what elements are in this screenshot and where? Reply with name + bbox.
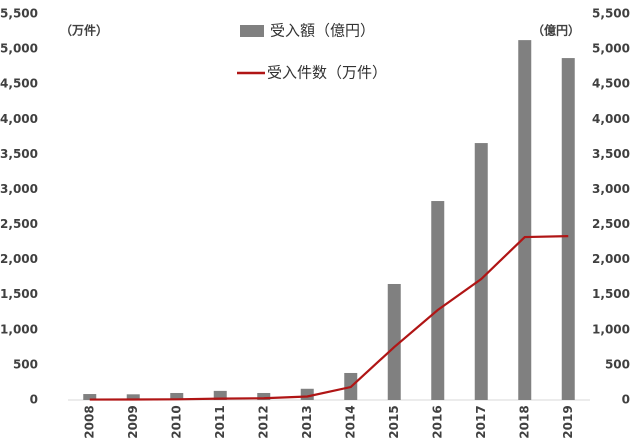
line bbox=[89, 235, 569, 401]
x-tick-label: 2016 bbox=[430, 405, 444, 438]
y2-tick-label: 3,000 bbox=[592, 182, 630, 196]
legend-label: 受入件数（万件） bbox=[267, 64, 387, 82]
bar bbox=[213, 390, 227, 400]
y2-tick-label: 3,500 bbox=[592, 147, 630, 161]
y-tick-label: 4,500 bbox=[0, 77, 38, 91]
x-tick-label: 2010 bbox=[169, 405, 183, 438]
legend-label: 受入額（億円） bbox=[270, 22, 375, 40]
y-tick-label: 3,500 bbox=[0, 147, 38, 161]
bar bbox=[561, 58, 575, 400]
x-tick-label: 2011 bbox=[213, 405, 227, 438]
x-tick-label: 2008 bbox=[82, 405, 96, 438]
y-tick-label: 1,500 bbox=[0, 287, 38, 301]
x-tick-label: 2009 bbox=[126, 405, 140, 438]
y2-tick-label: 5,000 bbox=[592, 42, 630, 56]
y2-tick-label: 0 bbox=[622, 393, 630, 407]
bar bbox=[518, 40, 532, 400]
bar bbox=[257, 392, 271, 400]
y-tick-label: 5,000 bbox=[0, 42, 38, 56]
bar bbox=[431, 201, 445, 400]
y2-tick-label: 2,000 bbox=[592, 252, 630, 266]
y2-tick-label: 5,500 bbox=[592, 7, 630, 21]
y-tick-label: 1,000 bbox=[0, 322, 38, 336]
x-tick-label: 2018 bbox=[517, 405, 531, 438]
bar bbox=[300, 388, 314, 400]
x-tick-label: 2019 bbox=[561, 405, 575, 438]
y-axis-unit: （万件） bbox=[60, 23, 108, 38]
bar bbox=[474, 143, 488, 400]
y-tick-label: 3,000 bbox=[0, 182, 38, 196]
legend-swatch bbox=[240, 25, 264, 37]
y2-tick-label: 4,000 bbox=[592, 112, 630, 126]
y-tick-label: 500 bbox=[13, 357, 38, 371]
y-tick-label: 5,500 bbox=[0, 7, 38, 21]
y2-axis-unit: （億円） bbox=[532, 23, 580, 38]
bar bbox=[170, 392, 184, 400]
x-tick-label: 2014 bbox=[343, 405, 357, 438]
y-tick-label: 2,000 bbox=[0, 252, 38, 266]
y2-tick-label: 2,500 bbox=[592, 217, 630, 231]
x-tick-label: 2015 bbox=[387, 405, 401, 438]
y2-tick-label: 4,500 bbox=[592, 77, 630, 91]
bar bbox=[83, 394, 97, 400]
y2-tick-label: 1,500 bbox=[592, 287, 630, 301]
bar bbox=[387, 283, 401, 400]
y-tick-label: 0 bbox=[30, 393, 38, 407]
y-tick-label: 2,500 bbox=[0, 217, 38, 231]
y2-tick-label: 1,000 bbox=[592, 322, 630, 336]
x-tick-label: 2012 bbox=[256, 405, 270, 438]
x-tick-label: 2013 bbox=[300, 405, 314, 438]
y-tick-label: 4,000 bbox=[0, 112, 38, 126]
x-tick-label: 2017 bbox=[474, 405, 488, 438]
y2-tick-label: 500 bbox=[605, 357, 630, 371]
bar bbox=[126, 394, 140, 400]
